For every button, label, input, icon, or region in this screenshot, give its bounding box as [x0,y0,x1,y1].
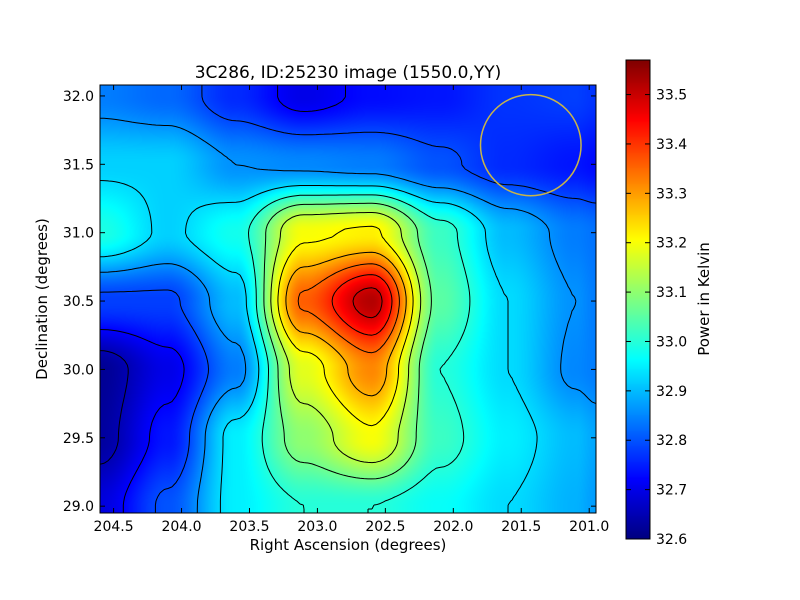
x-tick-label: 204.5 [94,519,134,535]
contour-line [331,274,393,336]
colorbar-tick-label: 33.3 [656,186,687,202]
colorbar-tick-label: 33.4 [656,137,687,153]
contour-line [277,225,414,427]
y-axis: 29.0 29.5 30.0 30.5 31.0 31.5 32.0 [63,89,596,515]
x-tick-label: 204.0 [161,519,201,535]
contour-line [99,350,129,465]
contour-lines [99,85,597,513]
contour-line [248,194,471,513]
contour-line [263,202,432,480]
x-axis-label: Right Ascension (degrees) [250,536,447,554]
colorbar-tick-label: 33.0 [656,334,687,350]
y-tick-label: 29.5 [63,431,94,447]
chart-title: 3C286, ID:25230 image (1550.0,YY) [195,63,502,83]
contour-line [297,263,400,354]
x-axis: 204.5 204.0 203.5 203.0 202.5 202.0 201.5 201.0 [94,85,609,535]
y-tick-label: 29.0 [63,499,94,515]
contour-line [99,180,538,513]
contour-line [285,251,407,397]
colorbar-gradient [626,60,650,539]
y-tick-label: 30.5 [63,294,94,310]
x-tick-label: 203.5 [229,519,269,535]
contour-line [99,117,597,513]
colorbar-ticks: 32.6 32.7 32.8 32.9 33.0 33.1 33.2 33.3 33.4 33.5 [626,88,687,548]
y-tick-label: 30.0 [63,362,94,378]
y-tick-label: 31.0 [63,226,94,242]
colorbar-tick-label: 32.6 [656,532,687,548]
contour-line [99,85,346,513]
colorbar-tick-label: 33.1 [656,285,687,301]
beam-circle [479,93,582,197]
colorbar-frame [625,59,651,540]
contour-line [270,212,422,464]
y-axis-label: Declination (degrees) [33,218,51,380]
colorbar-label: Power in Kelvin [695,242,713,356]
colorbar-tick-label: 33.5 [656,88,687,104]
y-tick-label: 31.5 [63,157,94,173]
x-tick-label: 203.0 [297,519,337,535]
colorbar-tick-label: 32.8 [656,433,687,449]
plot-area [99,84,597,514]
colorbar: 32.6 32.7 32.8 32.9 33.0 33.1 33.2 33.3 33.4 33.5 [625,59,687,548]
x-tick-label: 202.0 [433,519,473,535]
x-tick-label: 201.5 [501,519,541,535]
y-tick-label: 32.0 [63,89,94,105]
x-tick-label: 202.5 [365,519,405,535]
colorbar-tick-label: 32.7 [656,483,687,499]
heatmap-image [100,85,596,513]
contour-line [352,287,383,319]
x-tick-label: 201.0 [569,519,609,535]
colorbar-tick-label: 33.2 [656,236,687,252]
colorbar-tick-label: 32.9 [656,384,687,400]
plot-frame [99,84,597,514]
